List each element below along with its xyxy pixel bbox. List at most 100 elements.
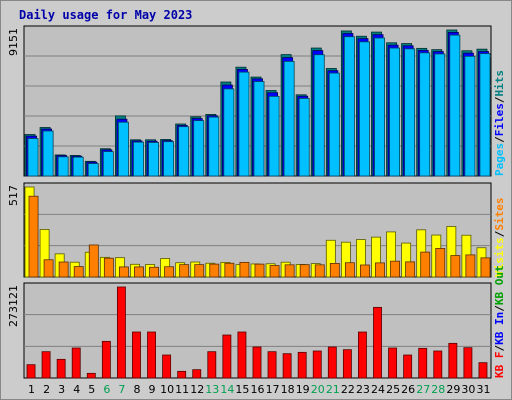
x-tick-label: 28 [431,383,445,396]
bar-sites [103,257,114,278]
bar-sites [450,255,461,278]
bar-kb-f [116,286,126,379]
bar-pages [268,95,280,177]
bar-sites [224,262,235,278]
bar-kb-f [252,346,262,379]
bar-sites [58,261,69,278]
bar-pages [449,34,461,177]
bar-sites [465,254,476,278]
legend-entry: Hits [493,70,506,97]
bar-pages [328,72,340,177]
x-tick-label: 14 [220,383,234,396]
bar-sites [194,264,205,278]
bar-pages [313,54,325,177]
legend-entry: Files [493,103,506,136]
legend-entry: / [493,136,506,143]
legend-entry: Visits [493,237,506,277]
bar-pages [57,156,69,177]
x-tick-label: 9 [149,383,156,396]
x-axis: 1 2 3 4 5 6 7 8 9 10 11 12 13 14 15 16 17 18 19 20 21 22 23 24 2… [28,383,490,396]
bar-pages [434,53,446,177]
bar-sites [164,266,175,278]
bar-pages [404,48,416,177]
bar-pages [359,41,370,177]
bar-kb-f [388,347,398,379]
bar-pages [464,55,476,177]
bar-kb-f [101,340,111,379]
bar-kb-f [282,353,292,379]
x-tick-label: 30 [461,383,475,396]
bar-pages [343,36,355,177]
bar-kb-f [403,354,413,379]
series-legend: Visits/Sites [493,198,506,278]
x-tick-label: 17 [266,383,280,396]
bar-sites [179,264,190,278]
bar-pages [27,138,39,177]
bar-kb-f [41,351,51,379]
bar-sites [344,262,355,278]
x-tick-label: 22 [341,383,355,396]
x-tick-label: 5 [88,383,95,396]
x-tick-label: 23 [356,383,370,396]
x-tick-label: 2 [43,383,50,396]
bar-sites [329,263,340,278]
x-tick-label: 11 [175,383,189,396]
legend-entry: / [493,230,506,237]
x-tick-label: 3 [58,383,65,396]
bar-kb-f [327,346,337,379]
bar-kb-f [448,342,458,379]
bar-kb-f [162,354,172,379]
bar-pages [298,98,310,177]
bar-sites [28,195,39,278]
bar-kb-f [237,331,247,379]
x-tick-label: 10 [160,383,174,396]
bar-pages [223,88,235,177]
bar-pages [178,126,190,177]
bar-kb-f [56,358,66,379]
bar-kb-f [192,369,202,379]
bar-sites [435,248,446,278]
x-tick-label: 29 [446,383,460,396]
x-tick-label: 19 [296,383,310,396]
bar-kb-f [267,351,277,379]
bar-pages [87,163,99,177]
legend-entry: / [493,305,506,312]
bar-kb-f [147,331,156,379]
bar-pages [208,116,220,177]
series-legend: KB F/KB In/KB Out [493,265,506,378]
series-legend: Pages/Files/Hits [493,70,506,176]
legend-entry: / [493,345,506,352]
bar-pages [102,151,114,177]
bar-pages [374,37,385,177]
bar-pages [389,47,401,177]
bar-sites [420,251,431,278]
bar-sites [149,266,159,278]
bar-sites [254,263,265,278]
bar-kb-f [26,364,36,379]
x-tick-label: 25 [386,383,400,396]
bar-sites [269,265,280,278]
bar-pages [42,130,54,177]
x-tick-label: 7 [118,383,125,396]
bar-pages [193,120,205,177]
bar-kb-f [463,347,473,379]
bar-sites [480,257,491,278]
x-tick-label: 6 [103,383,110,396]
bar-pages [479,53,491,177]
bar-kb-f [433,350,443,379]
bar-kb-f [478,362,488,379]
bar-sites [88,244,99,278]
x-tick-label: 4 [73,383,80,396]
legend-entry: Sites [493,198,506,231]
bar-pages [283,61,295,177]
bar-sites [239,261,250,278]
bar-pages [117,121,129,177]
legend-entry: KB In [493,312,506,345]
bar-kb-f [418,347,428,379]
bar-kb-f [86,372,96,379]
chart-panels: 9151Pages/Files/Hits517Visits/Sites27312… [7,25,506,396]
x-tick-label: 20 [311,383,325,396]
